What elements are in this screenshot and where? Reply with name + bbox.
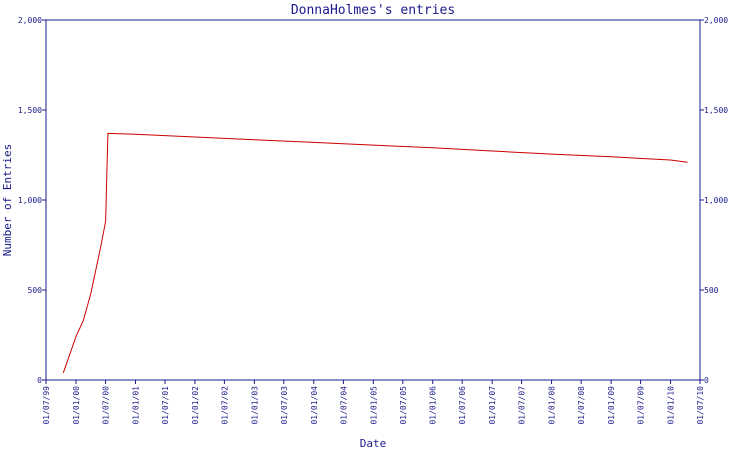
x-tick-label: 01/01/06 — [429, 386, 438, 425]
x-tick-label: 01/07/06 — [458, 386, 467, 425]
x-tick-label: 01/01/03 — [250, 386, 259, 425]
y-tick-label-right: 1,000 — [704, 196, 728, 205]
x-tick-label: 01/01/00 — [72, 386, 81, 425]
y-tick-label-left: 0 — [37, 376, 42, 385]
y-tick-label-left: 1,500 — [18, 106, 42, 115]
x-tick-label: 01/07/01 — [161, 386, 170, 425]
x-tick-label: 01/07/04 — [339, 386, 348, 425]
y-tick-label-right: 1,500 — [704, 106, 728, 115]
series-line-entries — [62, 132, 688, 373]
series-layer — [62, 132, 688, 373]
x-tick-label: 01/07/02 — [220, 386, 229, 425]
x-tick-label: 01/01/07 — [488, 386, 497, 425]
x-tick-label: 01/07/99 — [42, 386, 51, 425]
y-axis-right: 0 500 1,000 1,500 2,000 — [700, 16, 728, 385]
plot-area-frame — [45, 19, 701, 381]
x-tick-label: 01/01/10 — [667, 386, 676, 425]
x-tick-label: 01/01/09 — [607, 386, 616, 425]
y-axis-left: 0 500 1,000 1,500 2,000 — [18, 16, 46, 385]
x-tick-label: 01/07/00 — [102, 386, 111, 425]
x-tick-label: 01/07/08 — [577, 386, 586, 425]
x-tick-label: 01/01/04 — [310, 386, 319, 425]
x-tick-label: 01/07/10 — [696, 386, 705, 425]
chart-title: DonnaHolmes's entries — [291, 3, 455, 18]
y-tick-label-left: 2,000 — [18, 16, 42, 25]
x-axis: 01/07/99 01/01/00 01/07/00 01/01/01 01/07/01… — [42, 380, 705, 425]
x-tick-label: 01/01/05 — [369, 386, 378, 425]
x-tick-label: 01/01/01 — [132, 386, 141, 425]
y-tick-label-right: 0 — [704, 376, 709, 385]
x-axis-label: Date — [360, 437, 387, 450]
x-tick-label: 01/07/05 — [399, 386, 408, 425]
x-tick-label: 01/01/02 — [191, 386, 200, 425]
y-tick-label-left: 500 — [28, 286, 43, 295]
x-tick-label: 01/07/03 — [280, 386, 289, 425]
x-tick-label: 01/07/09 — [637, 386, 646, 425]
y-tick-label-right: 2,000 — [704, 16, 728, 25]
x-tick-label: 01/01/08 — [548, 386, 557, 425]
y-tick-label-right: 500 — [704, 286, 719, 295]
x-tick-label: 01/07/07 — [518, 386, 527, 425]
y-tick-label-left: 1,000 — [18, 196, 42, 205]
y-axis-label: Number of Entries — [1, 144, 14, 257]
